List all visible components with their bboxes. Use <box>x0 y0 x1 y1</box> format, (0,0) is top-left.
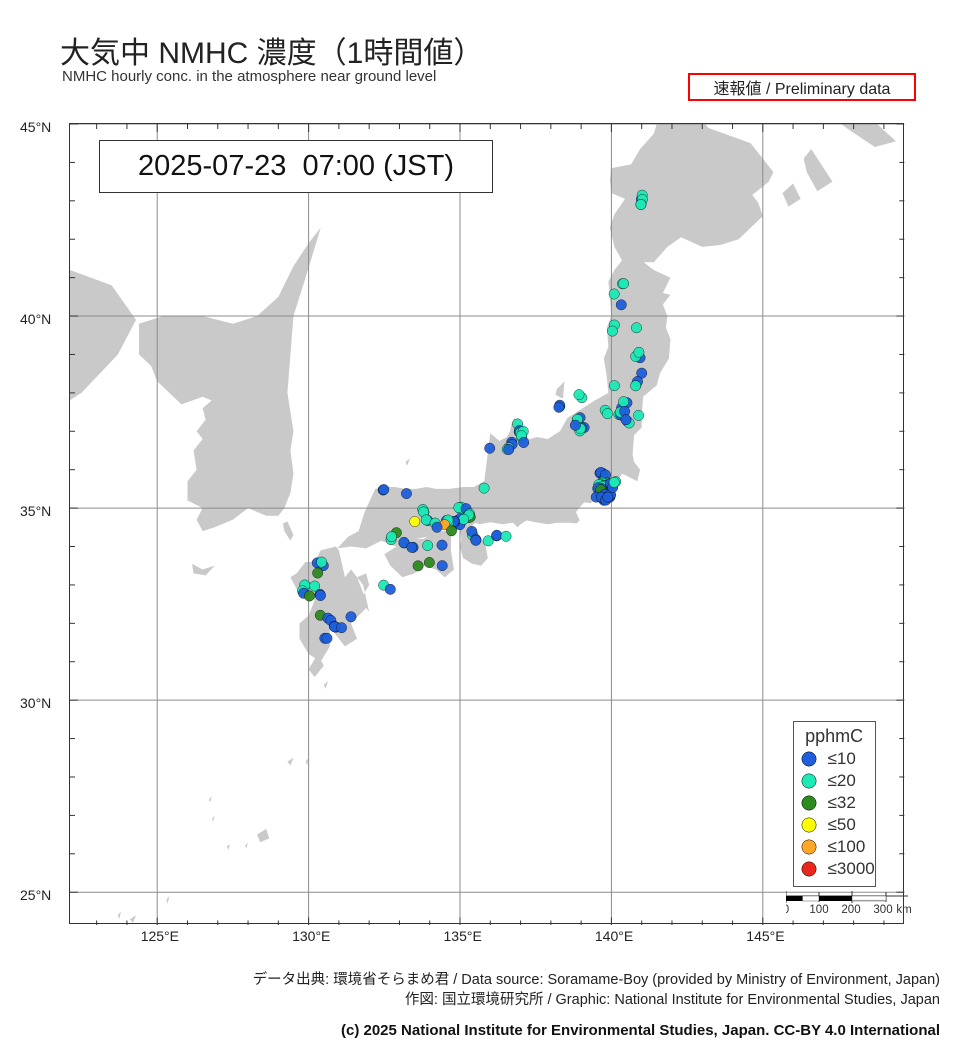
svg-text:km: km <box>896 904 911 916</box>
svg-text:100: 100 <box>809 904 828 916</box>
svg-text:300: 300 <box>873 904 892 916</box>
svg-text:0: 0 <box>786 904 789 916</box>
svg-text:200: 200 <box>841 904 860 916</box>
